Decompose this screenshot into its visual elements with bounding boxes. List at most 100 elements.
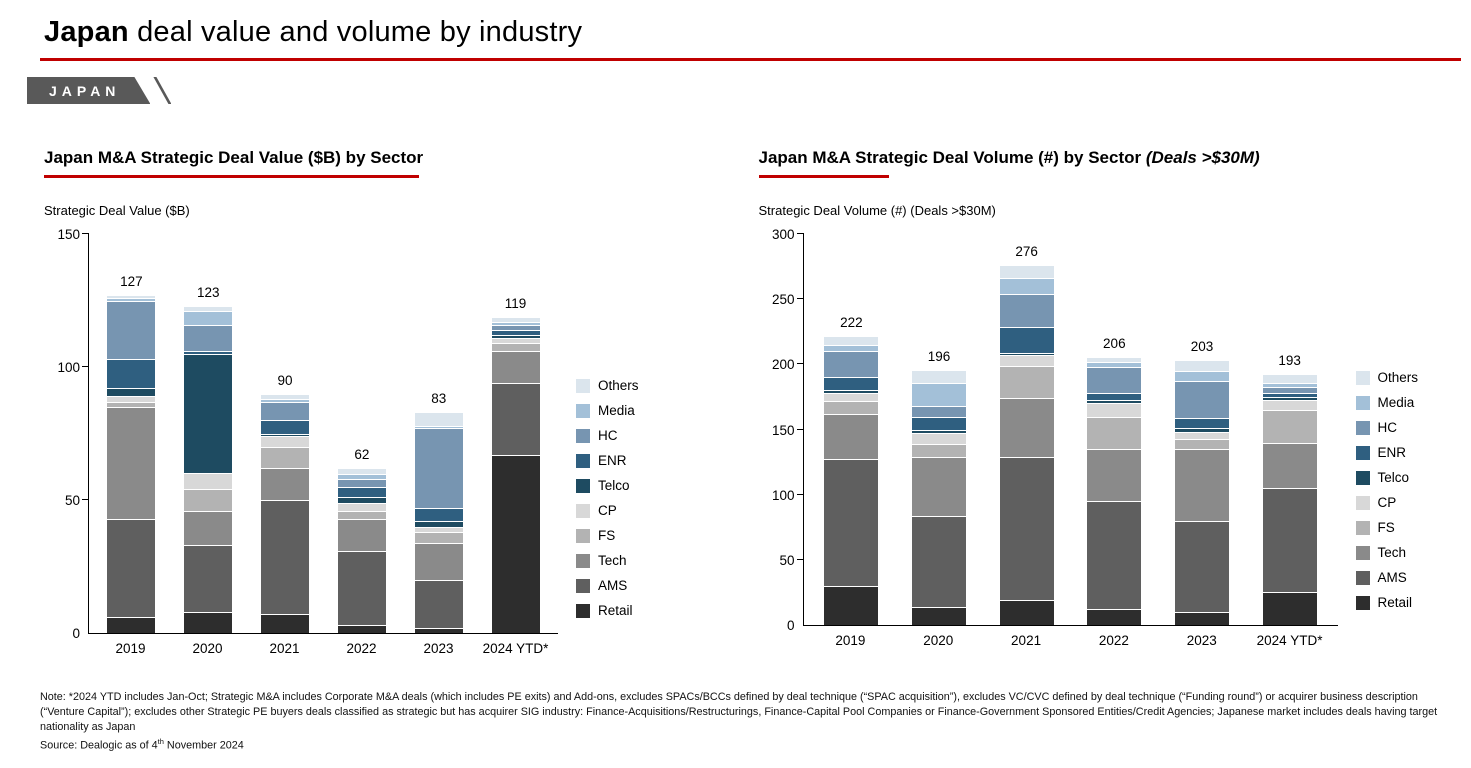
legend-swatch-retail (1355, 595, 1370, 610)
legend-label: Media (1377, 395, 1415, 410)
segment-others (184, 305, 233, 312)
legend-item-enr: ENR (1355, 445, 1419, 460)
segment-ams (1087, 501, 1142, 610)
legend-item-cp: CP (1355, 495, 1419, 510)
page-title: Japan deal value and volume by industry (44, 16, 1461, 49)
segment-cp (491, 337, 540, 344)
legend-label: ENR (1377, 445, 1407, 460)
segment-retail (184, 611, 233, 633)
legend-label: CP (598, 503, 617, 518)
segment-hc (999, 294, 1054, 327)
japan-tab-row: JAPAN (27, 77, 1471, 104)
segment-ams (261, 500, 310, 615)
x-axis-label: 2021 (269, 641, 300, 656)
segment-telco (1087, 399, 1142, 404)
page-title-bold: Japan (44, 16, 129, 48)
legend-label: Others (598, 378, 639, 393)
slide: Japan deal value and volume by industry … (0, 16, 1471, 752)
segment-enr (184, 351, 233, 354)
segment-media (337, 473, 386, 479)
segment-hc (824, 351, 879, 378)
segment-cp (1262, 399, 1317, 410)
y-tick-mark (82, 499, 89, 500)
japan-tab: JAPAN (27, 77, 150, 104)
segment-media (107, 297, 156, 301)
segment-media (999, 278, 1054, 295)
legend-item-cp: CP (576, 503, 639, 518)
bar-2019: 127 (107, 274, 156, 633)
x-axis-label: 2022 (1098, 633, 1129, 648)
legend-label: Retail (1377, 595, 1413, 610)
deal-volume-chart: Japan M&A Strategic Deal Volume (#) by S… (758, 148, 1419, 656)
legend-label: ENR (598, 453, 627, 468)
bar-2024ytd: 193 (1262, 353, 1317, 625)
segment-fs (999, 365, 1054, 399)
segment-fs (912, 443, 966, 457)
legend-swatch-cp (1355, 495, 1370, 510)
legend-label: Telco (1377, 470, 1410, 485)
source-text: Source: Dealogic as of 4 (40, 739, 158, 752)
legend-item-enr: ENR (576, 453, 639, 468)
legend-swatch-ams (1355, 570, 1370, 585)
segment-telco (184, 353, 233, 474)
segment-others (414, 412, 463, 426)
segment-cp (824, 393, 879, 401)
segment-retail (414, 627, 463, 633)
segment-fs (107, 401, 156, 407)
segment-hc (107, 300, 156, 360)
deal-value-chart: Japan M&A Strategic Deal Value ($B) by S… (44, 148, 639, 656)
source-text-suffix: November 2024 (163, 739, 244, 752)
legend-swatch-telco (576, 478, 590, 493)
segment-tech (337, 518, 386, 551)
legend-label: HC (1377, 420, 1398, 435)
segment-others (1262, 373, 1317, 383)
legend-label: Tech (598, 553, 627, 568)
segment-media (261, 399, 310, 402)
segment-telco (414, 521, 463, 527)
x-axis-label: 2023 (423, 641, 454, 656)
y-tick-label: 50 (779, 552, 795, 568)
segment-fs (337, 510, 386, 519)
y-tick-mark (82, 233, 89, 234)
segment-fs (491, 343, 540, 352)
tab-stripe (153, 77, 172, 104)
segment-fs (1087, 416, 1142, 450)
legend-swatch-telco (1355, 470, 1370, 485)
y-tick-mark (796, 363, 804, 365)
segment-tech (1262, 442, 1317, 489)
segment-hc (184, 324, 233, 352)
legend-swatch-others (1355, 370, 1370, 385)
legend-label: AMS (1377, 570, 1407, 585)
segment-ams (999, 456, 1054, 601)
y-tick-label: 300 (771, 227, 795, 242)
segment-retail (491, 454, 540, 633)
segment-ams (491, 382, 540, 455)
bar-total-label: 203 (1190, 339, 1214, 355)
segment-cp (999, 355, 1054, 366)
legend-label: Tech (1377, 545, 1407, 560)
legend-label: Telco (598, 478, 630, 493)
bar-total-label: 222 (840, 314, 863, 330)
segment-telco (912, 429, 966, 434)
legend-swatch-fs (576, 528, 590, 543)
legend-label: FS (1377, 520, 1395, 535)
segment-fs (261, 446, 310, 469)
bar-2020: 196 (912, 349, 966, 625)
segment-cp (184, 473, 233, 490)
legend-label: CP (1377, 495, 1397, 510)
bar-2021: 90 (261, 373, 310, 633)
legend-item-hc: HC (576, 428, 639, 443)
x-axis-label: 2019 (835, 633, 866, 648)
legend-swatch-media (1355, 395, 1370, 410)
bar-total-label: 62 (354, 447, 370, 463)
deal-volume-chart-body: 0 50 100 150 200 250 300 222 196 276 206 203 193 201… (759, 227, 1419, 648)
legend-item-others: Others (1355, 370, 1418, 385)
x-axis-label: 2020 (923, 633, 954, 648)
x-axis-label: 2021 (1011, 633, 1042, 648)
x-axis-label: 2019 (115, 641, 146, 656)
bar-total-label: 83 (431, 391, 447, 407)
segment-telco (107, 388, 156, 397)
bar-2023: 83 (414, 391, 463, 633)
legend-item-retail: Retail (1355, 595, 1419, 610)
segment-media (414, 425, 463, 429)
